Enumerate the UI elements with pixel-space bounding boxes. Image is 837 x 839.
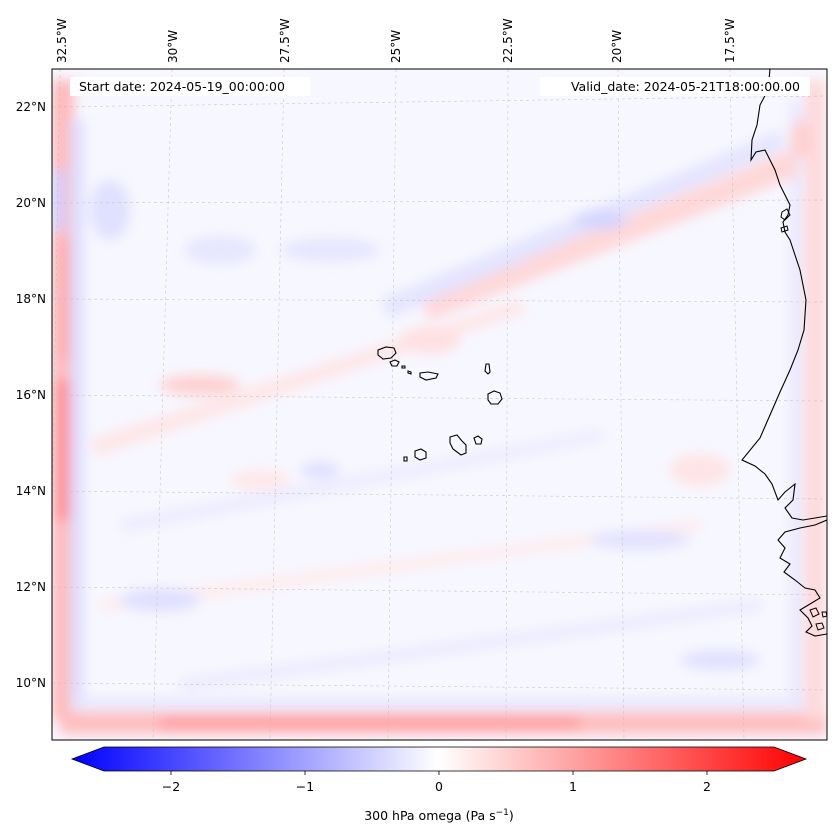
lon-label: 17.5°W (723, 18, 737, 63)
gridlines (52, 69, 827, 740)
colorbar-ticks: −2 −1 0 1 2 (162, 771, 711, 794)
cape-verde-islands (377, 346, 503, 462)
colorbar-tick-label: 0 (435, 779, 443, 794)
longitude-labels: 32.5°W 30°W 27.5°W 25°W 22.5°W 20°W 17.5… (55, 18, 737, 63)
valid-date-label: Valid_date: 2024-05-21T18:00:00.00 (571, 79, 800, 94)
colorbar-tick-label: −2 (162, 779, 180, 794)
lat-label: 22°N (16, 100, 46, 114)
colorbar-label: 300 hPa omega (Pa s−1) (364, 808, 514, 823)
lat-label: 12°N (16, 580, 46, 594)
lon-label: 30°W (166, 30, 180, 63)
lat-label: 10°N (16, 676, 46, 690)
africa-coastline-south (777, 519, 827, 637)
colorbar-tick-label: 1 (569, 779, 577, 794)
latitude-labels: 22°N 20°N 18°N 16°N 14°N 12°N 10°N (16, 100, 46, 690)
omega-field (52, 69, 827, 740)
map-frame (51, 68, 828, 741)
lon-label: 32.5°W (55, 18, 69, 63)
lon-label: 22.5°W (501, 18, 515, 63)
lat-label: 20°N (16, 196, 46, 210)
coastal-island (780, 208, 791, 233)
lat-label: 18°N (16, 292, 46, 306)
lat-label: 16°N (16, 388, 46, 402)
lon-label: 25°W (389, 30, 403, 63)
colorbar-tick-label: −1 (296, 779, 314, 794)
lon-label: 27.5°W (278, 18, 292, 63)
colorbar-tick-label: 2 (703, 779, 711, 794)
bijagos-islands (809, 607, 827, 631)
lat-label: 14°N (16, 484, 46, 498)
africa-coastline (741, 69, 827, 521)
lon-label: 20°W (610, 30, 624, 63)
colorbar-body (70, 746, 808, 772)
colorbar: −2 −1 0 1 2 300 hPa omega (Pa s−1) (70, 746, 808, 823)
start-date-label: Start date: 2024-05-19_00:00:00 (79, 79, 285, 94)
